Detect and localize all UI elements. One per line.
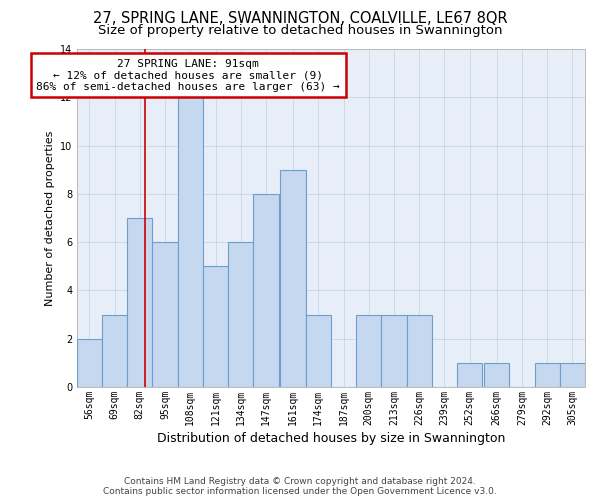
Bar xyxy=(407,314,432,387)
Bar xyxy=(535,363,560,387)
Bar xyxy=(228,242,253,387)
Bar xyxy=(253,194,278,387)
Bar xyxy=(280,170,305,387)
Y-axis label: Number of detached properties: Number of detached properties xyxy=(45,130,55,306)
Bar xyxy=(305,314,331,387)
Bar xyxy=(77,338,102,387)
Bar xyxy=(152,242,178,387)
Text: Contains HM Land Registry data © Crown copyright and database right 2024.
Contai: Contains HM Land Registry data © Crown c… xyxy=(103,476,497,496)
Bar xyxy=(127,218,152,387)
Bar xyxy=(382,314,407,387)
Bar xyxy=(102,314,127,387)
X-axis label: Distribution of detached houses by size in Swannington: Distribution of detached houses by size … xyxy=(157,432,505,445)
Bar xyxy=(356,314,382,387)
Bar xyxy=(178,98,203,387)
Bar xyxy=(560,363,585,387)
Text: 27 SPRING LANE: 91sqm
← 12% of detached houses are smaller (9)
86% of semi-detac: 27 SPRING LANE: 91sqm ← 12% of detached … xyxy=(37,58,340,92)
Text: Size of property relative to detached houses in Swannington: Size of property relative to detached ho… xyxy=(98,24,502,37)
Bar xyxy=(484,363,509,387)
Bar xyxy=(203,266,228,387)
Text: 27, SPRING LANE, SWANNINGTON, COALVILLE, LE67 8QR: 27, SPRING LANE, SWANNINGTON, COALVILLE,… xyxy=(92,11,508,26)
Bar xyxy=(457,363,482,387)
